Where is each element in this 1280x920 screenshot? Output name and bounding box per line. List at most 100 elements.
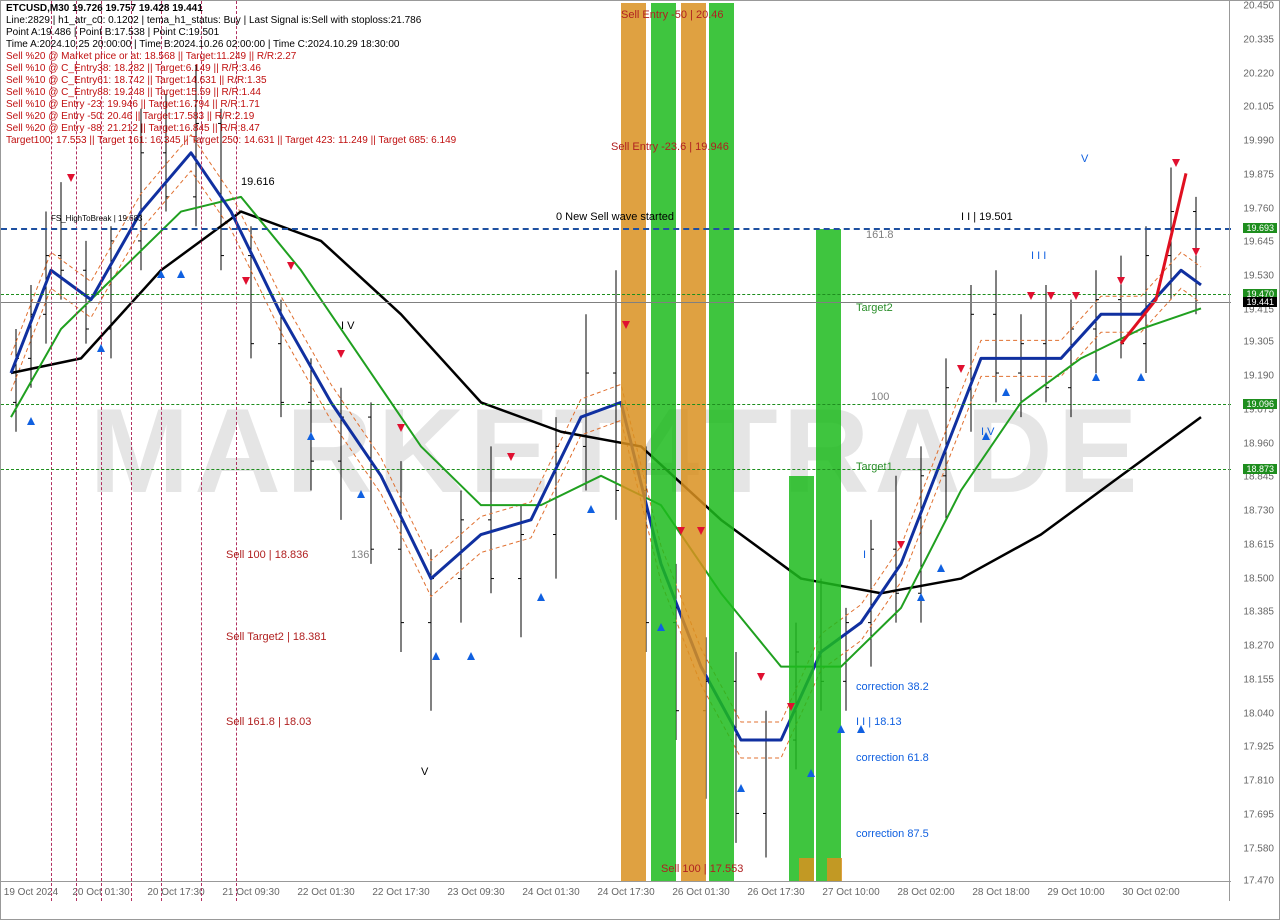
info-line: Sell %10 @ Entry -23: 19.946 || Target:1… [6, 99, 456, 111]
horizontal-level-line [1, 404, 1231, 405]
chart-label: V [421, 766, 428, 778]
y-tick: 20.105 [1243, 102, 1274, 113]
x-tick: 30 Oct 02:00 [1122, 887, 1179, 898]
horizontal-level-line [1, 228, 1231, 230]
y-tick: 19.305 [1243, 337, 1274, 348]
arrow-up-icon [1137, 373, 1145, 381]
chart-label: 100 [871, 391, 889, 403]
arrow-down-icon [897, 541, 905, 549]
price-tag: 19.693 [1243, 223, 1277, 233]
zone-bar [709, 3, 734, 881]
info-line: Sell %10 @ C_Entry38: 18.282 || Target:6… [6, 63, 456, 75]
arrow-up-icon [807, 769, 815, 777]
chart-label: correction 38.2 [856, 681, 929, 693]
chart-label: correction 87.5 [856, 828, 929, 840]
y-tick: 19.190 [1243, 370, 1274, 381]
arrow-down-icon [787, 703, 795, 711]
chart-label: FS_HighToBreak | 19.683 [51, 214, 142, 223]
y-tick: 18.615 [1243, 539, 1274, 550]
price-tag: 19.441 [1243, 297, 1277, 307]
horizontal-level-line [1, 302, 1231, 303]
x-tick: 29 Oct 10:00 [1047, 887, 1104, 898]
arrow-down-icon [697, 527, 705, 535]
info-panel: ETCUSD,M30 19.726 19.757 19.428 19.441 L… [6, 3, 456, 147]
chart-label: 161.8 [866, 229, 894, 241]
info-line: Sell %20 @ Entry -50: 20.46 || Target:17… [6, 111, 456, 123]
arrow-down-icon [757, 673, 765, 681]
chart-label: I V [341, 320, 354, 332]
arrow-up-icon [837, 725, 845, 733]
chart-label: I I I [1031, 250, 1046, 262]
x-tick: 28 Oct 02:00 [897, 887, 954, 898]
info-line: Sell %10 @ C_Entry88: 19.248 || Target:1… [6, 87, 456, 99]
chart-label: I [863, 549, 866, 561]
arrow-down-icon [67, 174, 75, 182]
chart-label: Sell Entry -50 | 20.46 [621, 9, 724, 21]
x-tick: 28 Oct 18:00 [972, 887, 1029, 898]
zone-bar [681, 3, 706, 881]
y-tick: 18.155 [1243, 674, 1274, 685]
chart-area[interactable]: MARKET4TRADE ETCUSD,M30 19.726 19.757 19… [1, 1, 1231, 901]
y-axis: 20.45020.33520.22020.10519.99019.87519.7… [1229, 1, 1279, 901]
y-tick: 19.645 [1243, 237, 1274, 248]
arrow-down-icon [677, 527, 685, 535]
arrow-up-icon [27, 417, 35, 425]
arrow-up-icon [357, 490, 365, 498]
x-tick: 24 Oct 01:30 [522, 887, 579, 898]
x-tick: 22 Oct 17:30 [372, 887, 429, 898]
chart-label: 136 [351, 549, 369, 561]
arrow-up-icon [657, 623, 665, 631]
arrow-up-icon [587, 505, 595, 513]
arrow-down-icon [337, 350, 345, 358]
info-line: Time A:2024.10.25 20:00:00 | Time B:2024… [6, 39, 456, 51]
arrow-down-icon [1047, 292, 1055, 300]
chart-label: Sell 100 | 18.836 [226, 549, 308, 561]
zone-bar [651, 3, 676, 881]
x-tick: 22 Oct 01:30 [297, 887, 354, 898]
chart-label: I I | 18.13 [856, 716, 902, 728]
y-tick: 18.500 [1243, 573, 1274, 584]
info-line: Sell %20 @ Market price or at: 18.568 ||… [6, 51, 456, 63]
arrow-up-icon [177, 270, 185, 278]
y-tick: 18.730 [1243, 506, 1274, 517]
arrow-up-icon [157, 270, 165, 278]
arrow-up-icon [307, 432, 315, 440]
x-tick: 21 Oct 09:30 [222, 887, 279, 898]
arrow-up-icon [97, 344, 105, 352]
info-line: Sell %10 @ C_Entry61: 18.742 || Target:1… [6, 75, 456, 87]
price-tag: 18.873 [1243, 464, 1277, 474]
y-tick: 19.530 [1243, 271, 1274, 282]
y-tick: 19.875 [1243, 169, 1274, 180]
chart-label: Sell 100 | 17.553 [661, 863, 743, 875]
arrow-down-icon [287, 262, 295, 270]
info-line: Target100: 17.553 || Target 161: 16.345 … [6, 135, 456, 147]
arrow-up-icon [737, 784, 745, 792]
arrow-down-icon [1192, 248, 1200, 256]
chart-label: Sell Entry -23.6 | 19.946 [611, 141, 729, 153]
y-tick: 17.580 [1243, 843, 1274, 854]
y-tick: 19.990 [1243, 136, 1274, 147]
chart-label: Sell 161.8 | 18.03 [226, 716, 311, 728]
x-axis: 19 Oct 202420 Oct 01:3020 Oct 17:3021 Oc… [1, 881, 1231, 901]
arrow-up-icon [937, 564, 945, 572]
arrow-up-icon [1092, 373, 1100, 381]
info-line: Sell %20 @ Entry -88: 21.212 || Target:1… [6, 123, 456, 135]
info-line: Point A:19.486 | Point B:17.538 | Point … [6, 27, 456, 39]
horizontal-level-line [1, 469, 1231, 470]
chart-label: Sell Target2 | 18.381 [226, 631, 327, 643]
chart-label: 19.616 [241, 176, 275, 188]
arrow-down-icon [507, 453, 515, 461]
chart-label: Target2 [856, 302, 893, 314]
chart-label: Target1 [856, 461, 893, 473]
arrow-down-icon [622, 321, 630, 329]
x-tick: 20 Oct 17:30 [147, 887, 204, 898]
chart-container[interactable]: MARKET4TRADE ETCUSD,M30 19.726 19.757 19… [0, 0, 1280, 920]
arrow-up-icon [537, 593, 545, 601]
arrow-up-icon [432, 652, 440, 660]
y-tick: 18.385 [1243, 607, 1274, 618]
x-tick: 26 Oct 17:30 [747, 887, 804, 898]
x-tick: 23 Oct 09:30 [447, 887, 504, 898]
x-tick: 26 Oct 01:30 [672, 887, 729, 898]
price-tag: 19.096 [1243, 399, 1277, 409]
zone-bar [827, 858, 842, 881]
